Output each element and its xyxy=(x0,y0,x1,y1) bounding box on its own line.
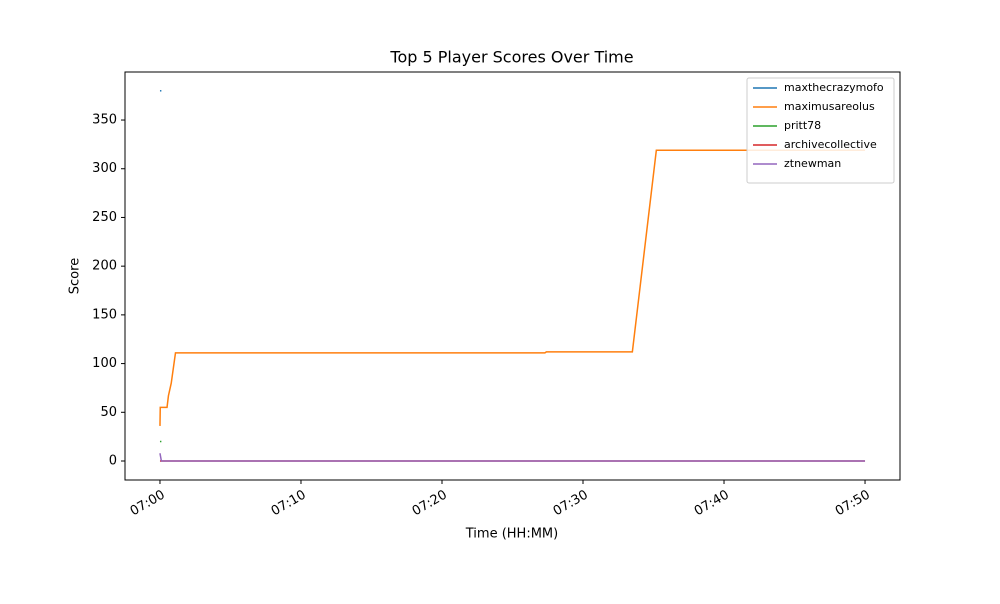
y-tick-label: 250 xyxy=(92,210,117,225)
y-tick-label: 150 xyxy=(92,307,117,322)
chart-title: Top 5 Player Scores Over Time xyxy=(389,48,633,67)
series-line xyxy=(159,453,866,462)
legend-box xyxy=(746,77,895,184)
x-axis-label: Time (HH:MM) xyxy=(465,527,558,542)
y-tick-label: 300 xyxy=(92,161,117,176)
series-line xyxy=(159,149,866,426)
plot-frame xyxy=(124,71,901,481)
y-tick-label: 200 xyxy=(92,259,117,274)
y-tick-label: 0 xyxy=(109,454,117,469)
y-axis-label: Score xyxy=(68,258,83,294)
y-tick-label: 100 xyxy=(92,356,117,371)
legend-label: archivecollective xyxy=(784,138,877,151)
legend-label: ztnewman xyxy=(784,157,841,170)
legend-label: pritt78 xyxy=(784,119,821,132)
y-tick-label: 50 xyxy=(100,405,117,420)
y-tick-label: 350 xyxy=(92,113,117,128)
legend-label: maximusareolus xyxy=(784,100,875,113)
legend-label: maxthecrazymofo xyxy=(784,81,884,94)
